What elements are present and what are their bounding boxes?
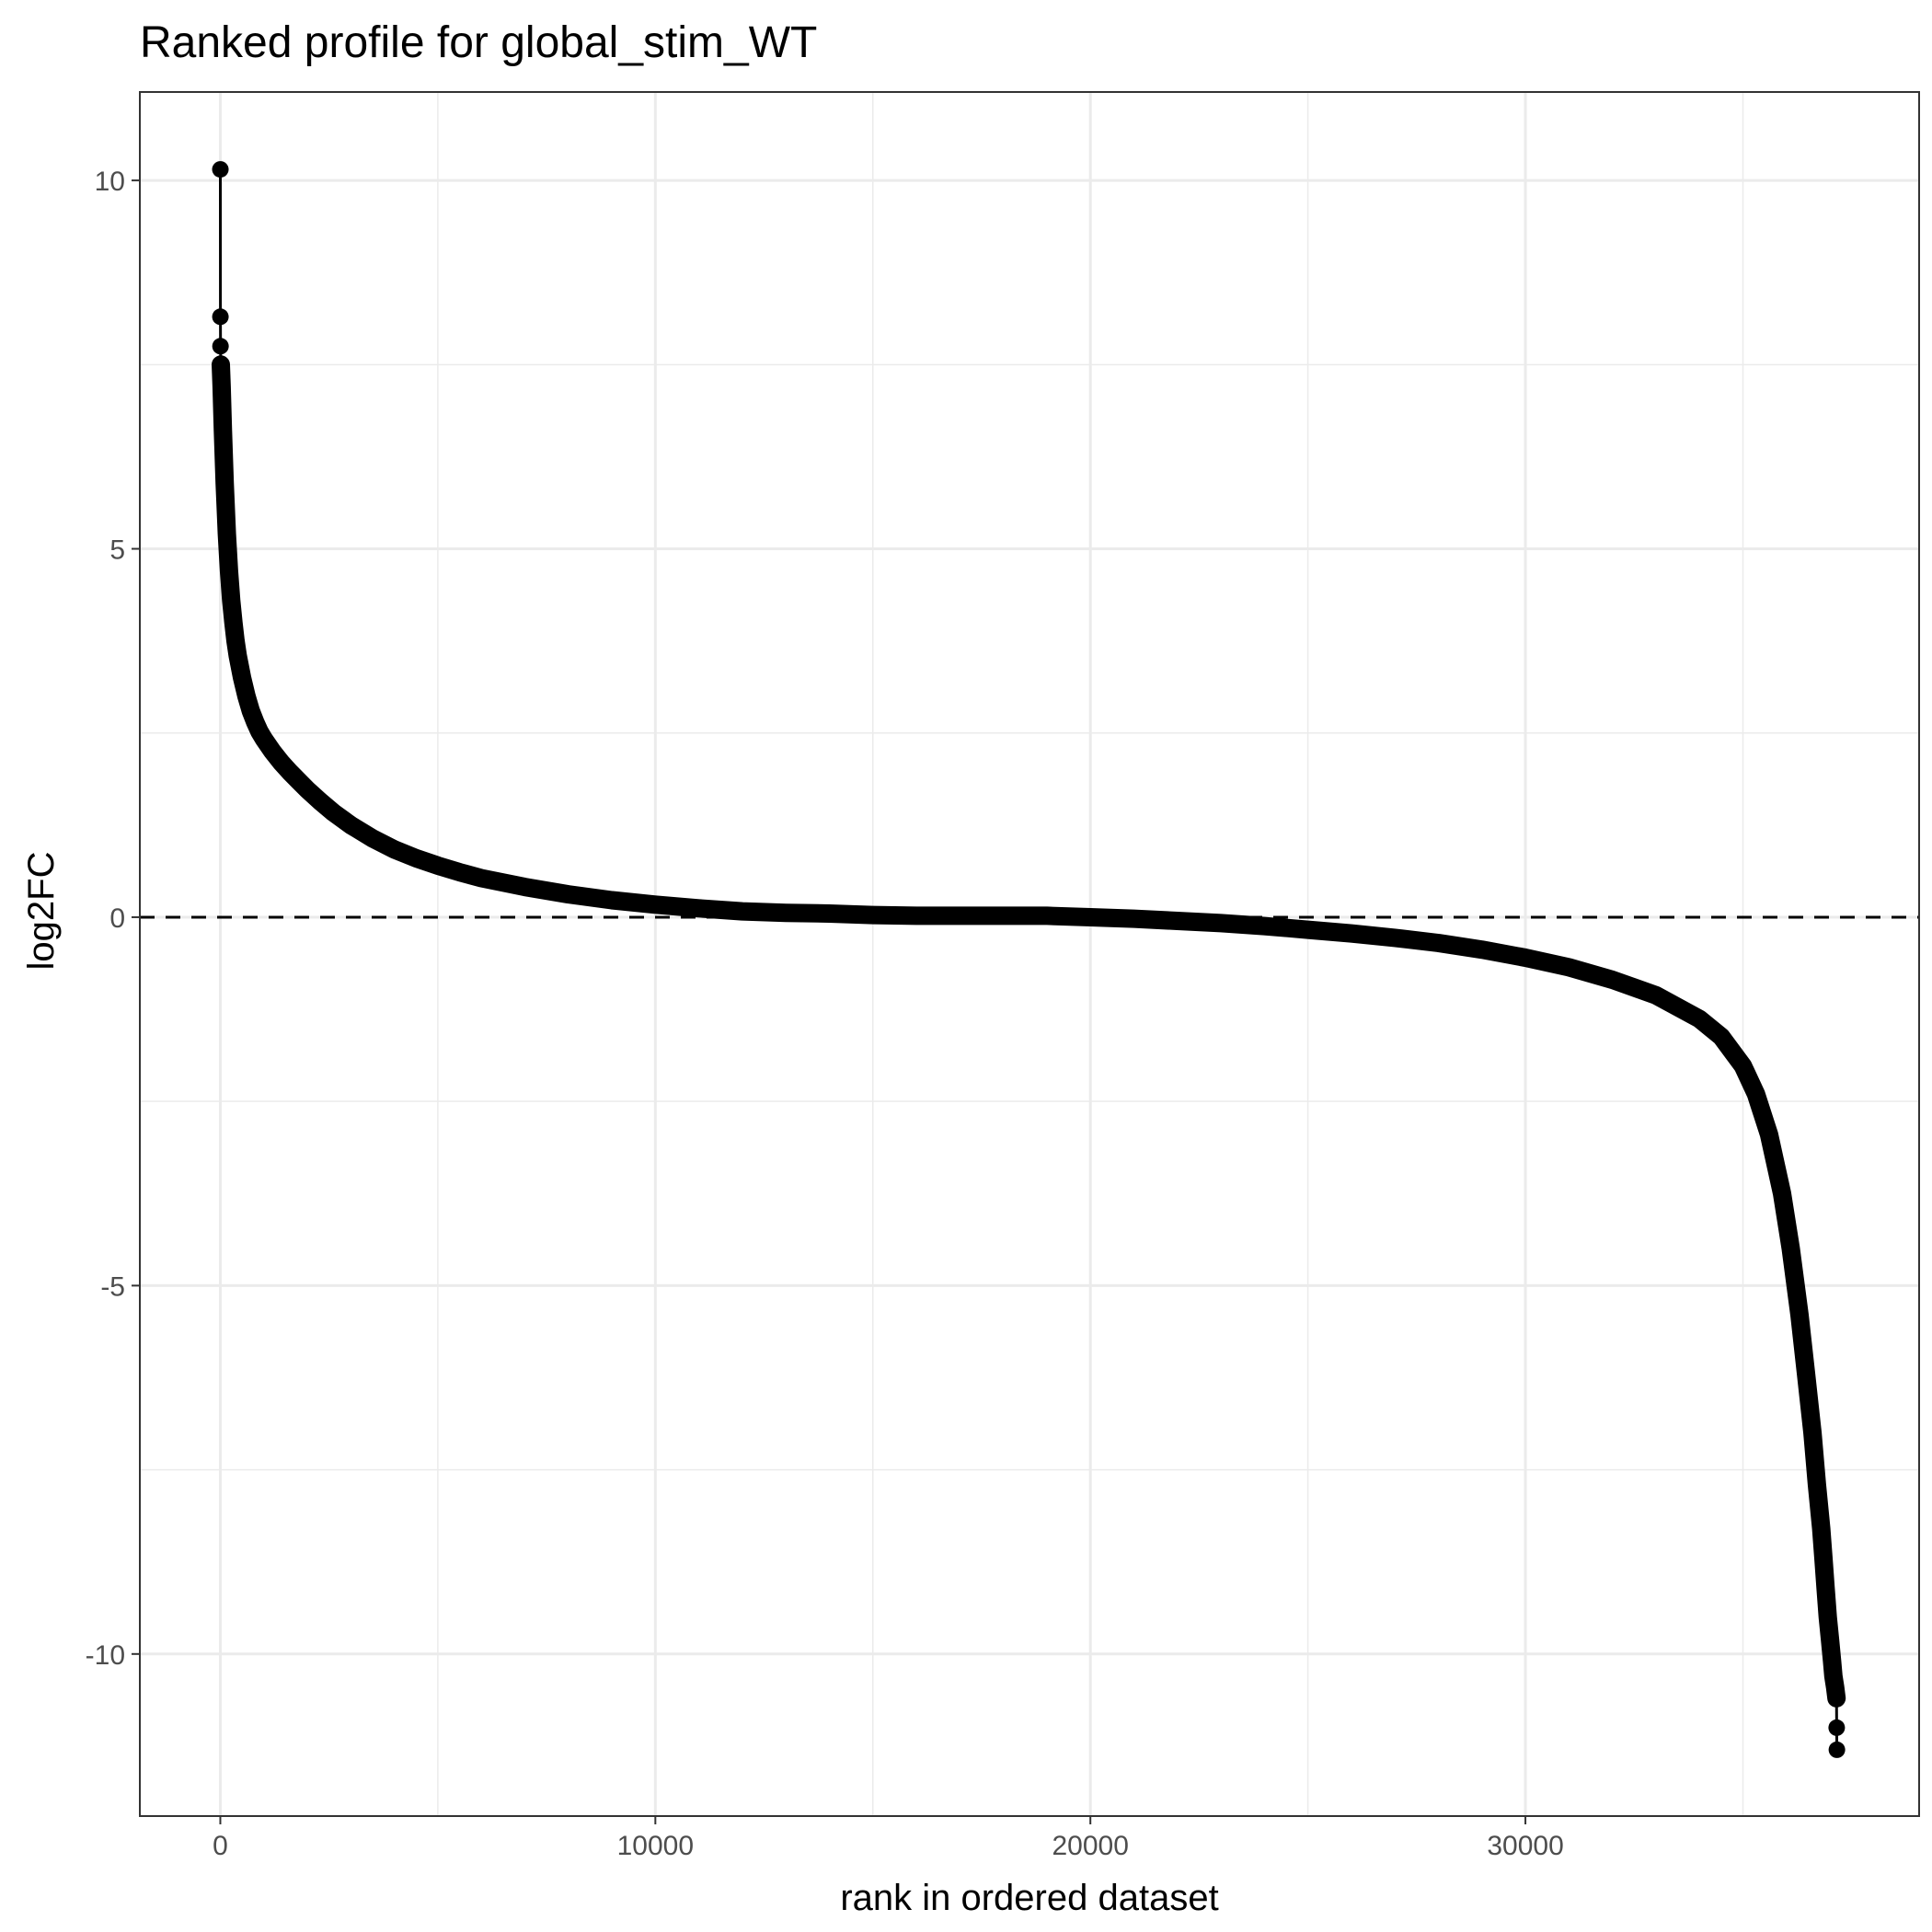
x-axis-ticks: 0 10000 20000 30000 <box>213 1816 1564 1861</box>
series-point <box>1168 912 1186 929</box>
series-point <box>1473 941 1490 959</box>
series-point <box>223 592 240 609</box>
series-point <box>1604 972 1621 989</box>
series-line <box>219 169 1839 1750</box>
x-tick-label: 20000 <box>1052 1831 1128 1861</box>
series-point <box>1798 1365 1815 1383</box>
series-point <box>516 879 534 896</box>
x-tick-label: 30000 <box>1487 1831 1563 1861</box>
series-point <box>908 907 926 925</box>
series-point <box>1812 1520 1830 1537</box>
series-point <box>220 562 237 580</box>
series-point <box>1782 1240 1800 1258</box>
series-point <box>1747 1086 1765 1103</box>
series-point <box>951 907 969 925</box>
series-point <box>214 422 232 440</box>
series-point <box>1082 908 1099 926</box>
series-point <box>1814 1549 1832 1567</box>
x-axis-title: rank in ordered dataset <box>840 1878 1218 1918</box>
grid-lines <box>140 92 1919 1816</box>
series-point <box>1430 934 1447 951</box>
series-point <box>385 841 403 858</box>
series-point <box>212 161 229 178</box>
series-point <box>995 907 1012 925</box>
series-point <box>234 669 251 686</box>
series-point <box>237 687 255 705</box>
y-tick-label: 0 <box>109 903 125 934</box>
series-point <box>1299 921 1317 938</box>
series-point <box>312 793 329 811</box>
series-point <box>604 891 621 909</box>
series-point <box>1560 959 1578 976</box>
series-point <box>1517 949 1535 967</box>
series-point <box>213 378 230 396</box>
y-axis-ticks: -10 -5 0 5 10 <box>86 167 140 1671</box>
x-tick-label: 10000 <box>617 1831 694 1861</box>
series-point <box>224 614 242 631</box>
series-point <box>1712 1028 1730 1045</box>
series-point <box>1647 986 1664 1004</box>
series-point <box>1760 1126 1777 1144</box>
series-point <box>690 900 707 917</box>
series-point <box>733 903 751 920</box>
series-point <box>1808 1476 1825 1493</box>
panel-border <box>139 91 1920 1817</box>
series-point <box>1734 1057 1752 1075</box>
series-point <box>1804 1424 1822 1442</box>
y-tick-label: 5 <box>109 535 125 566</box>
series-point <box>821 904 838 922</box>
series-point <box>408 849 425 867</box>
series-point <box>363 830 381 847</box>
series-point <box>1828 1719 1846 1736</box>
series-point <box>264 742 282 760</box>
series-point <box>1691 1010 1708 1028</box>
y-tick-label: -10 <box>86 1640 125 1671</box>
series-point <box>212 338 229 355</box>
series-point <box>559 886 577 903</box>
series-point <box>299 781 316 799</box>
series-point <box>1817 1579 1834 1596</box>
series-layer <box>212 161 1846 1758</box>
series-point <box>212 356 229 374</box>
series-point <box>255 730 272 748</box>
series-point <box>864 906 881 924</box>
series-point <box>1342 925 1360 942</box>
series-point <box>1774 1185 1791 1202</box>
y-tick-label: 10 <box>95 167 125 197</box>
series-point <box>1790 1306 1808 1324</box>
series-point <box>473 869 490 887</box>
series-point <box>227 632 245 650</box>
series-point <box>1823 1652 1841 1670</box>
series-point <box>429 857 446 874</box>
series-point <box>1822 1630 1839 1648</box>
series-point <box>1256 917 1273 935</box>
series-point <box>212 308 229 326</box>
y-axis-title: log2FC <box>21 852 62 971</box>
series-point <box>325 804 342 822</box>
series-point <box>1125 910 1143 927</box>
series-point <box>216 474 234 491</box>
chart-title: Ranked profile for global_stim_WT <box>140 18 817 67</box>
series-point <box>1828 1741 1846 1758</box>
series-point <box>647 896 664 914</box>
y-tick-label: -5 <box>100 1271 125 1302</box>
series-point <box>229 647 247 664</box>
series-point <box>1386 929 1404 947</box>
x-tick-label: 0 <box>213 1831 228 1861</box>
series-point <box>218 525 236 543</box>
series-point <box>1213 914 1230 932</box>
series-point <box>1819 1608 1836 1626</box>
series-point <box>342 816 360 834</box>
series-point <box>451 864 468 881</box>
series-point <box>1828 1689 1846 1707</box>
series-point <box>1038 907 1055 925</box>
